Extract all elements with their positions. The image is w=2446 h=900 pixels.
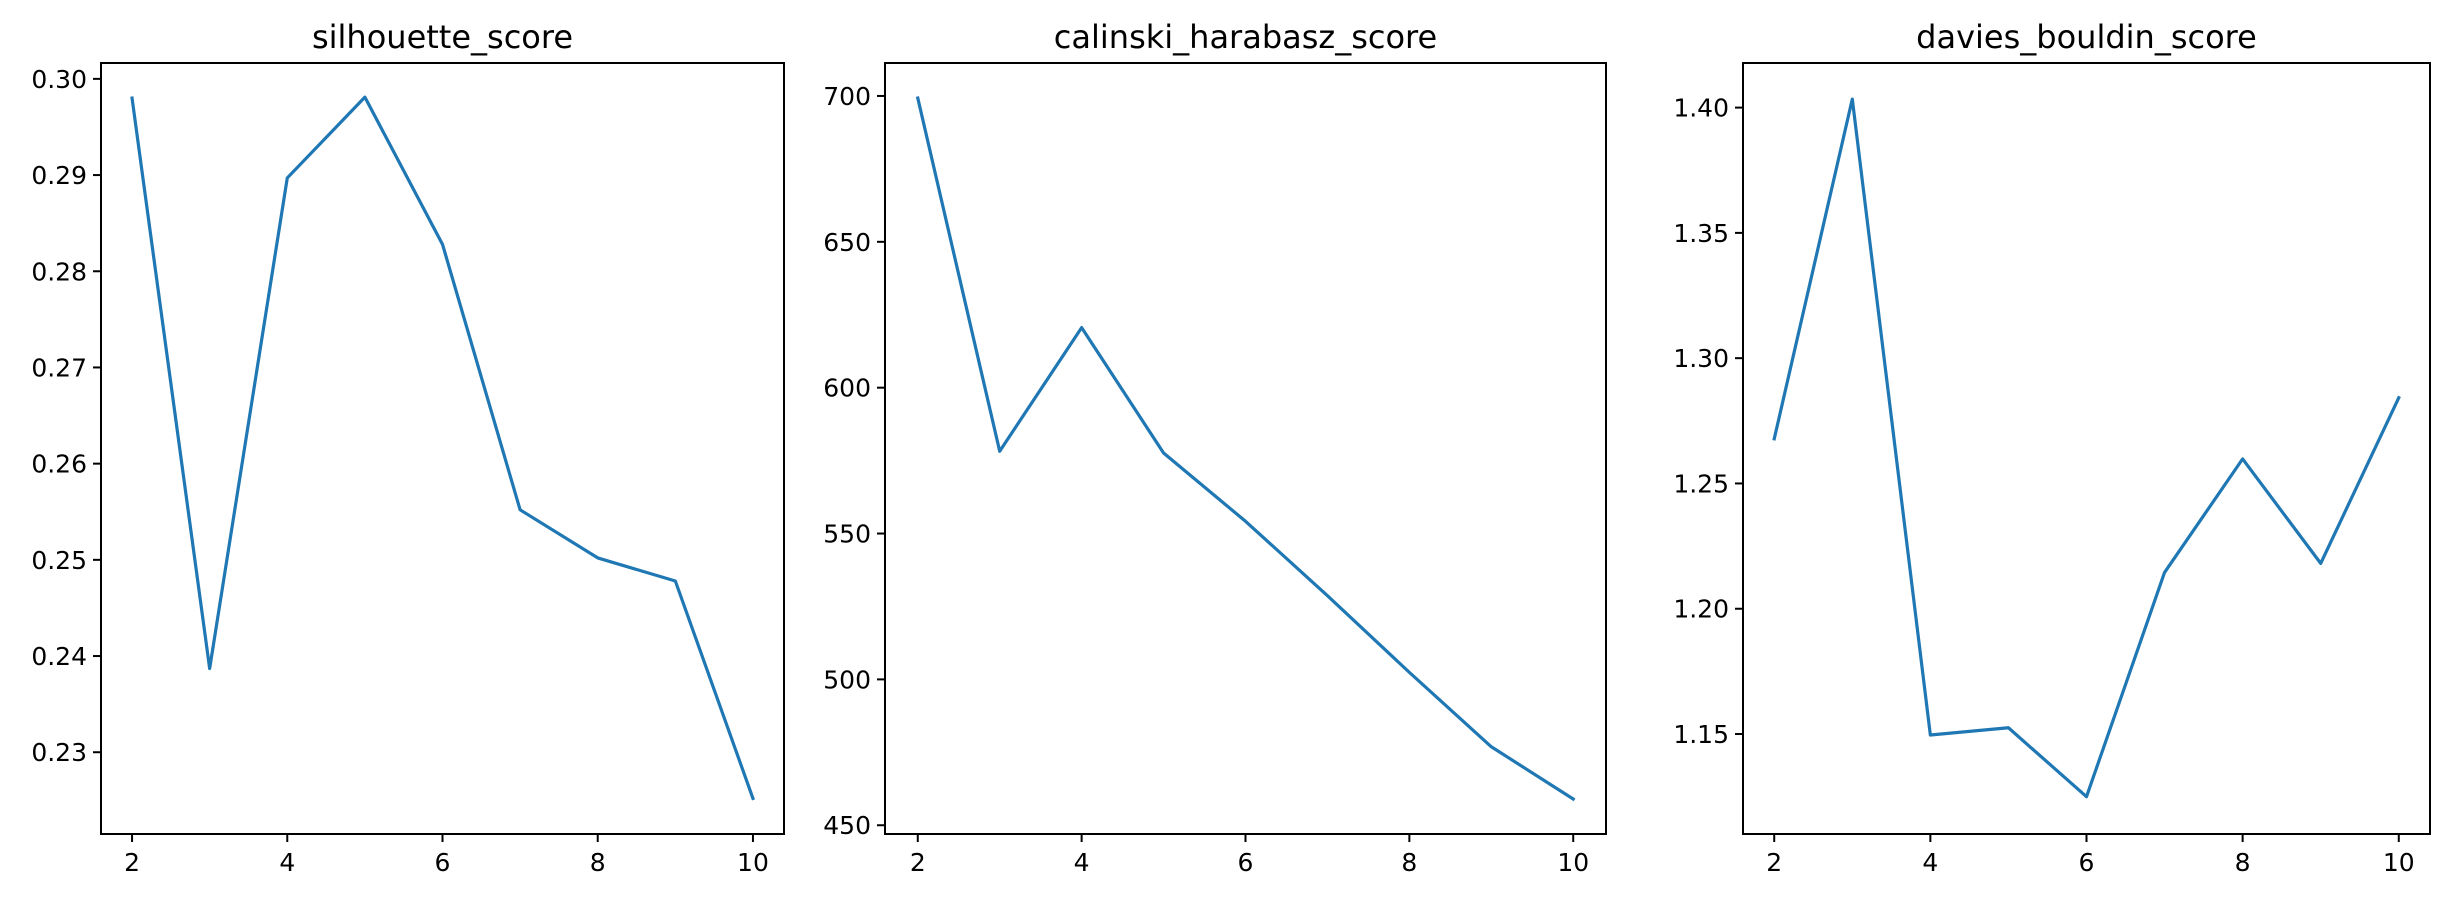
x-tick-label: 10 — [737, 848, 769, 877]
y-tick-label: 0.26 — [31, 450, 87, 479]
y-tick-label: 0.24 — [31, 642, 87, 671]
x-tick-label: 6 — [435, 848, 451, 877]
y-tick-label: 0.27 — [31, 353, 87, 382]
series-line — [1772, 97, 2401, 799]
x-tick-label: 4 — [1922, 848, 1938, 877]
x-tick-label: 6 — [2079, 848, 2095, 877]
subplot-1: silhouette_score 2 4 6 8 10 0.23 0.24 0.25 0.26 0.… — [31, 18, 785, 877]
x-tick-label: 4 — [1074, 848, 1090, 877]
axes-frame — [884, 62, 1607, 835]
y-tick-label: 0.28 — [31, 257, 87, 286]
y-tick-label: 1.30 — [1673, 344, 1729, 373]
chart-title: davies_bouldin_score — [1916, 18, 2257, 56]
y-tick-label: 500 — [823, 665, 871, 694]
y-tick-label: 700 — [823, 82, 871, 111]
x-tick-label: 8 — [1401, 848, 1417, 877]
axes-frame — [1742, 62, 2431, 835]
x-tick-label: 4 — [279, 848, 295, 877]
y-tick-label: 600 — [823, 374, 871, 403]
series-line — [130, 95, 755, 801]
y-tick-label: 0.23 — [31, 738, 87, 767]
chart-title: silhouette_score — [312, 18, 573, 56]
y-tick-label: 1.20 — [1673, 595, 1729, 624]
axes-frame — [100, 62, 785, 835]
y-tick-label: 0.29 — [31, 161, 87, 190]
series-line — [915, 96, 1576, 802]
x-tick-label: 10 — [2383, 848, 2415, 877]
subplot-2: calinski_harabasz_score 2 4 6 8 10 450 500 550 60… — [823, 18, 1607, 877]
x-tick-label: 8 — [590, 848, 606, 877]
y-tick-label: 1.35 — [1673, 219, 1729, 248]
chart-title: calinski_harabasz_score — [1054, 18, 1437, 56]
x-tick-label: 2 — [124, 848, 140, 877]
x-tick-label: 2 — [1766, 848, 1782, 877]
y-tick-label: 1.40 — [1673, 94, 1729, 123]
subplot-3: davies_bouldin_score 2 4 6 8 10 1.15 1.20 1.25 1.… — [1673, 18, 2431, 877]
y-tick-label: 450 — [823, 811, 871, 840]
y-tick-label: 0.30 — [31, 65, 87, 94]
y-tick-label: 1.25 — [1673, 469, 1729, 498]
x-tick-label: 8 — [2235, 848, 2251, 877]
y-tick-label: 0.25 — [31, 546, 87, 575]
y-tick-label: 1.15 — [1673, 720, 1729, 749]
y-tick-label: 650 — [823, 228, 871, 257]
y-tick-label: 550 — [823, 520, 871, 549]
x-tick-label: 2 — [910, 848, 926, 877]
x-tick-label: 10 — [1557, 848, 1589, 877]
x-tick-label: 6 — [1238, 848, 1254, 877]
